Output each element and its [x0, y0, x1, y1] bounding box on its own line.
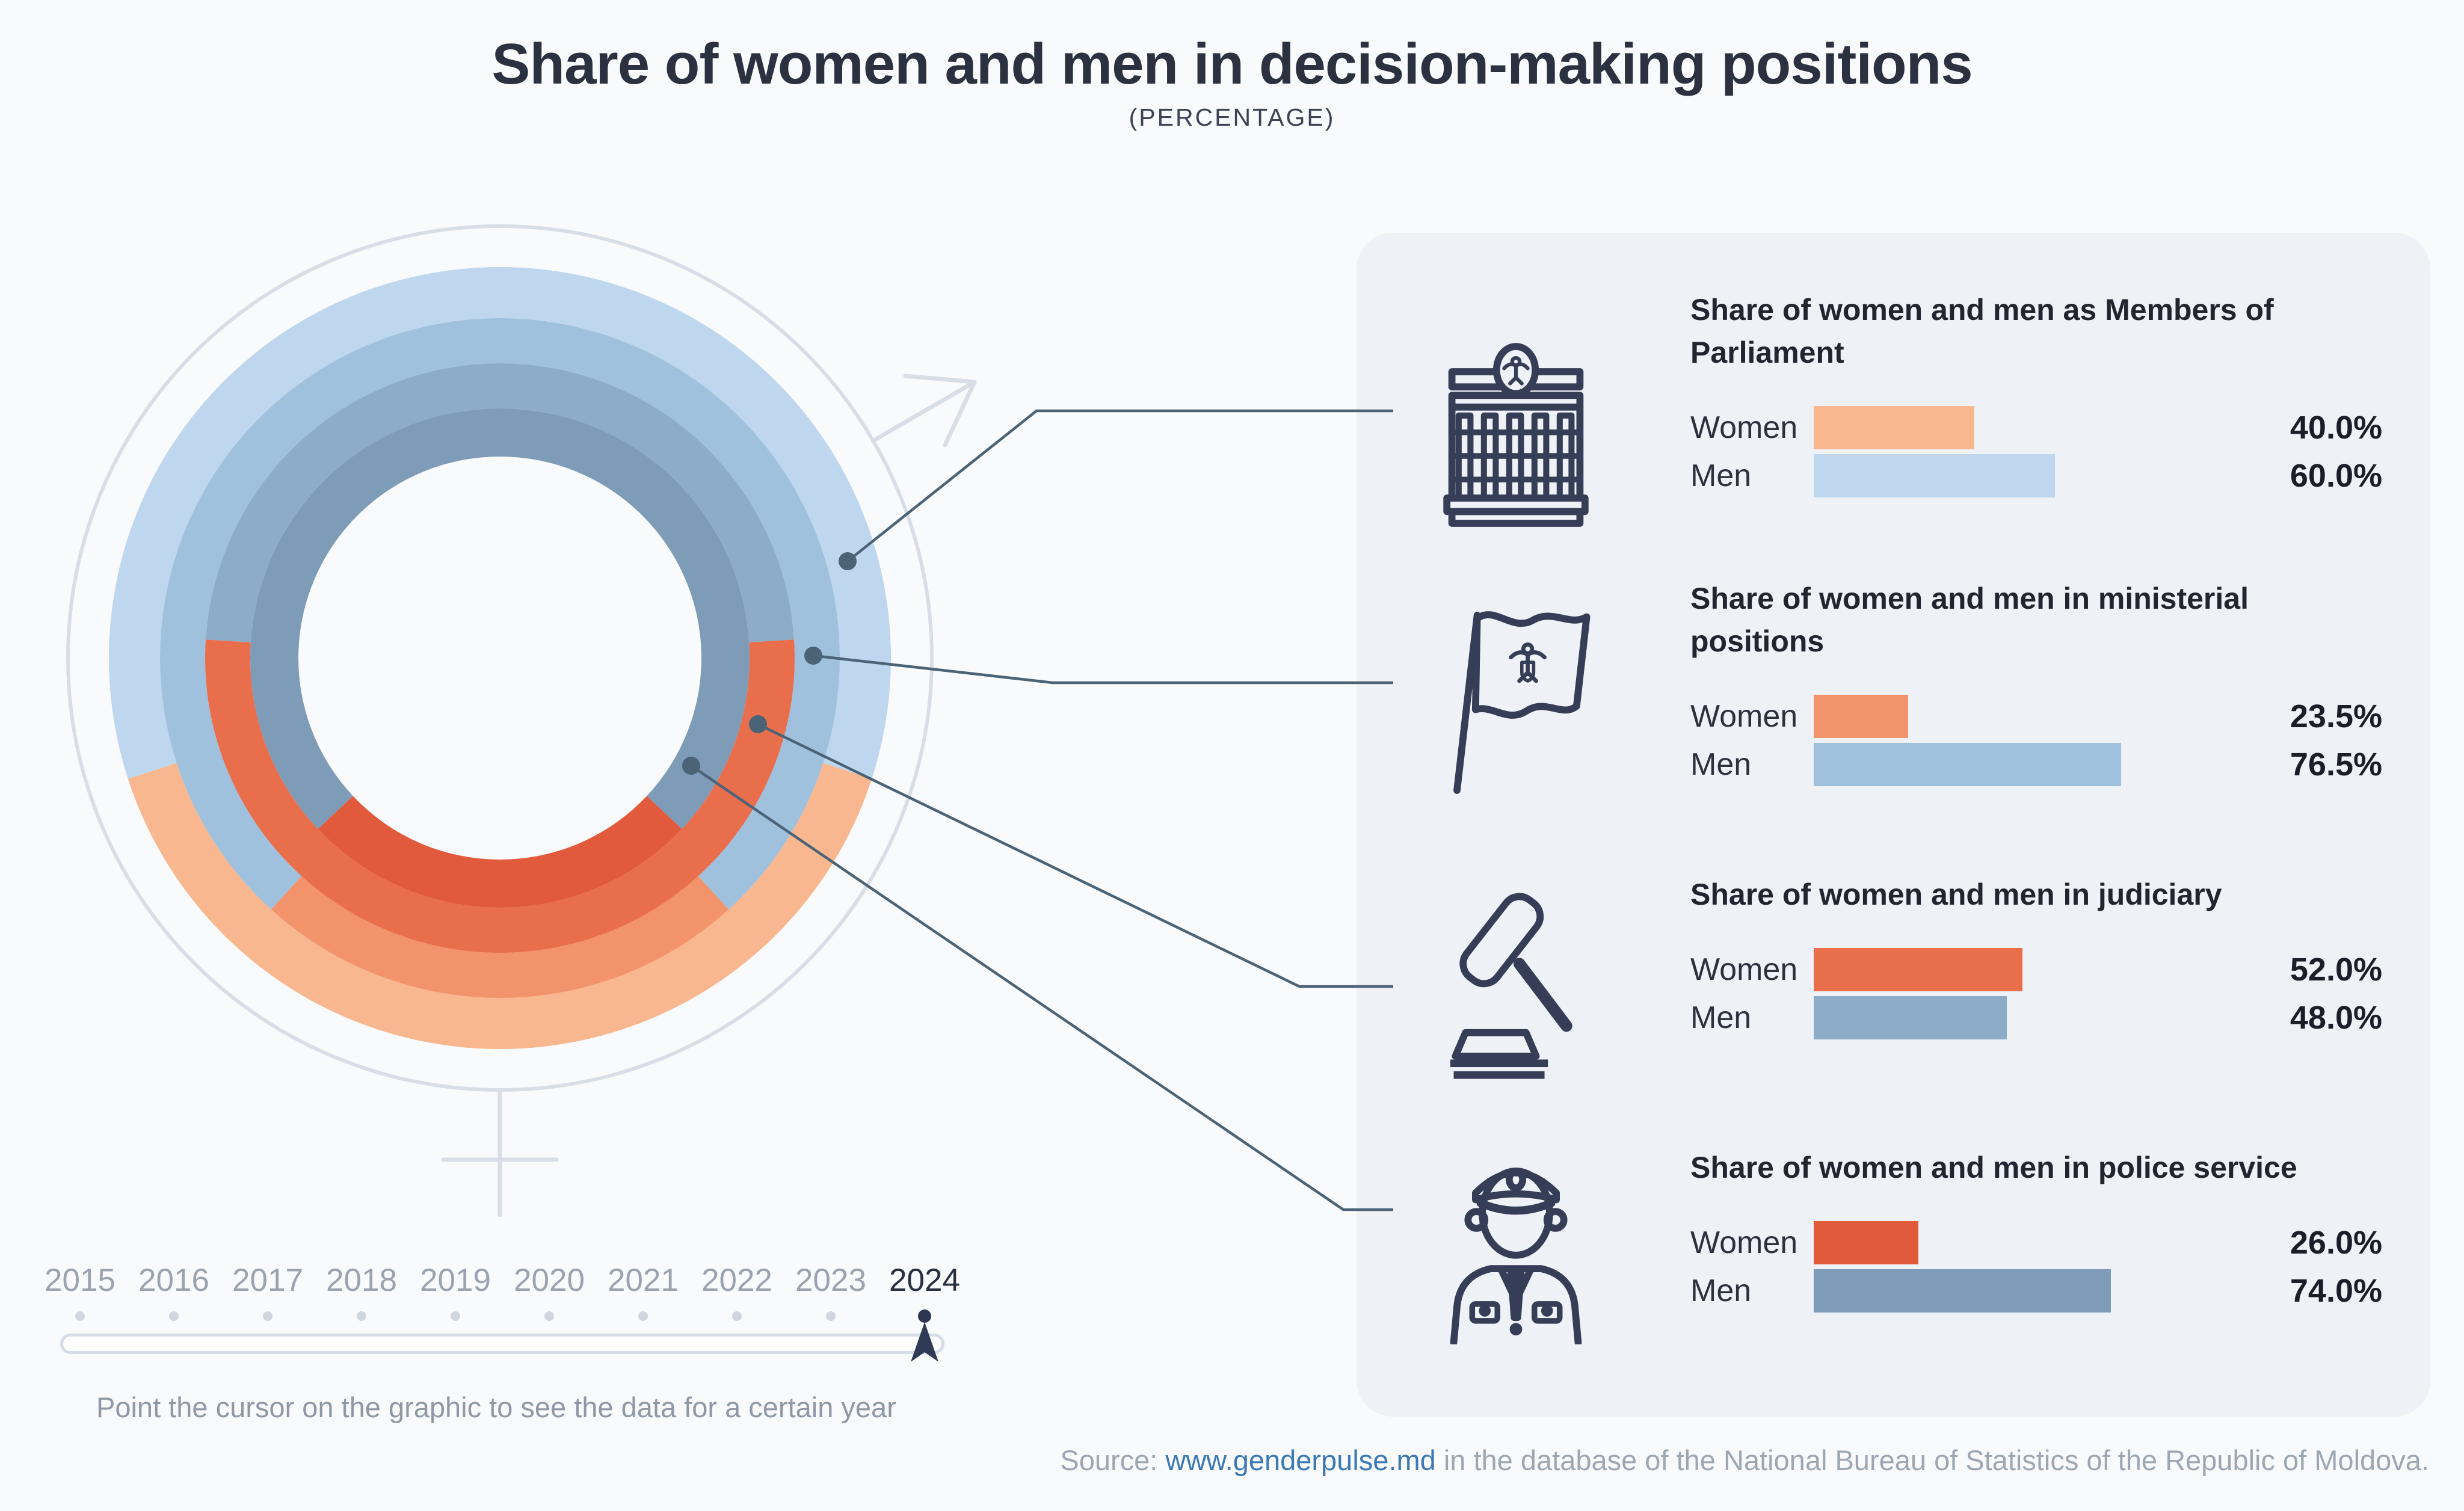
panel-heading: Share of women and men in ministerial po… — [1690, 582, 2249, 658]
timeline-years: 2015 2016 2017 2018 2019 2020 2021 2022 2023 2024 — [0, 1262, 1023, 1304]
men-label: Men — [1690, 1273, 1752, 1308]
men-label: Men — [1690, 747, 1752, 782]
year-dot-2015[interactable] — [75, 1311, 85, 1321]
donut-ring-police-women[interactable] — [318, 796, 682, 908]
callout-dot-ministerial — [804, 647, 822, 665]
women-bar — [1814, 695, 1908, 738]
page-title: Share of women and men in decision-makin… — [491, 32, 1973, 96]
year-dot-2017[interactable] — [263, 1311, 273, 1321]
women-value: 23.5% — [2290, 698, 2382, 734]
callout-line-ministerial — [813, 654, 1393, 685]
women-label: Women — [1690, 410, 1798, 445]
men-row: Men 48.0% — [1690, 996, 2382, 1040]
callout-dot-parliament — [839, 552, 857, 570]
men-row: Men 76.5% — [1690, 742, 2382, 787]
donut-rings[interactable] — [109, 267, 892, 1050]
donut-ring-parliament-women[interactable] — [128, 763, 872, 1050]
donut-ring-judiciary-women[interactable] — [205, 639, 795, 953]
donut-ring-parliament-men[interactable] — [109, 267, 892, 779]
moldova-flag-icon — [1453, 611, 1591, 794]
gavel-icon — [1450, 893, 1572, 1079]
emblem-eagle-icon — [1502, 355, 1530, 386]
gender-symbol-circle — [66, 224, 934, 1092]
panel-heading: Share of women and men in judiciary — [1690, 878, 2222, 911]
year-label-2021[interactable]: 2021 — [608, 1263, 679, 1298]
men-row: Men 74.0% — [1690, 1269, 2382, 1313]
donut-ring-police-men[interactable] — [250, 408, 750, 829]
men-bar — [1814, 454, 2055, 497]
year-label-2022[interactable]: 2022 — [701, 1263, 772, 1298]
women-row: Women 26.0% — [1690, 1220, 2382, 1265]
donut-ring-judiciary-men[interactable] — [205, 363, 795, 642]
year-label-2020[interactable]: 2020 — [514, 1263, 585, 1298]
year-label-2015[interactable]: 2015 — [45, 1263, 116, 1298]
callout-line-parliament — [846, 409, 1393, 562]
panel-block-police: Share of women and men in police service… — [1432, 1125, 2382, 1414]
year-label-2019[interactable]: 2019 — [420, 1263, 491, 1298]
women-value: 40.0% — [2290, 410, 2382, 446]
male-symbol-arrow-icon — [870, 374, 977, 448]
callout-line-police — [690, 765, 1393, 1211]
panel-block-judiciary: Share of women and men in judiciary Wome… — [1432, 854, 2382, 1143]
callout-dot-police — [682, 757, 700, 775]
men-label: Men — [1690, 458, 1752, 493]
women-row: Women 40.0% — [1690, 405, 2382, 450]
women-label: Women — [1690, 952, 1798, 987]
men-bar — [1814, 996, 2007, 1039]
year-dot-2022[interactable] — [732, 1311, 742, 1321]
men-value: 60.0% — [2290, 458, 2382, 494]
women-value: 26.0% — [2290, 1225, 2382, 1261]
women-bar — [1814, 948, 2023, 991]
women-bar — [1814, 406, 1975, 449]
source-text: Source: www.genderpulse.md in the databa… — [1060, 1444, 2429, 1477]
year-dot-2019[interactable] — [451, 1311, 460, 1321]
donut-ring-ministerial-men[interactable] — [160, 318, 840, 909]
police-officer-icon — [1450, 1168, 1582, 1344]
year-dot-2024[interactable] — [918, 1309, 931, 1323]
callout-dot-judiciary — [749, 715, 767, 733]
year-slider-cursor[interactable] — [910, 1322, 940, 1364]
year-slider-track[interactable] — [60, 1334, 944, 1354]
year-dot-2023[interactable] — [826, 1311, 836, 1321]
women-label: Women — [1690, 1225, 1798, 1260]
year-dot-2016[interactable] — [169, 1311, 179, 1321]
men-bar — [1814, 1269, 2111, 1313]
women-value: 52.0% — [2290, 952, 2382, 988]
men-bar — [1814, 743, 2122, 786]
female-symbol-icon — [441, 1088, 559, 1217]
men-value: 76.5% — [2290, 746, 2382, 783]
women-label: Women — [1690, 699, 1798, 734]
source-prefix: Source: — [1060, 1444, 1166, 1476]
men-label: Men — [1690, 1000, 1752, 1035]
year-label-2024[interactable]: 2024 — [889, 1263, 960, 1298]
year-label-2018[interactable]: 2018 — [326, 1263, 397, 1298]
callout-line-judiciary — [757, 722, 1393, 988]
emblem-eagle-icon — [1509, 642, 1547, 683]
page-subtitle: (PERCENTAGE) — [1129, 103, 1335, 131]
source-suffix: in the database of the National Bureau o… — [1435, 1444, 2429, 1476]
year-dot-2018[interactable] — [357, 1311, 366, 1321]
parliament-building-icon — [1443, 343, 1589, 527]
women-row: Women 52.0% — [1690, 947, 2382, 992]
source-link[interactable]: www.genderpulse.md — [1165, 1444, 1436, 1476]
year-dot-2021[interactable] — [638, 1311, 648, 1321]
men-value: 48.0% — [2290, 1000, 2382, 1036]
panel-heading: Share of women and men in police service — [1690, 1151, 2297, 1184]
women-row: Women 23.5% — [1690, 694, 2382, 739]
timeline-dots — [0, 1309, 1023, 1329]
callout-lines — [682, 409, 1393, 1211]
men-value: 74.0% — [2290, 1273, 2382, 1309]
panel-block-parliament: Share of women and men as Members of Par… — [1432, 283, 2382, 571]
women-bar — [1814, 1221, 1918, 1264]
panel-block-ministerial: Share of women and men in ministerial po… — [1432, 571, 2382, 860]
year-label-2017[interactable]: 2017 — [232, 1263, 303, 1298]
donut-ring-ministerial-women[interactable] — [271, 876, 729, 998]
men-row: Men 60.0% — [1690, 454, 2382, 498]
year-label-2016[interactable]: 2016 — [138, 1263, 209, 1298]
year-label-2023[interactable]: 2023 — [795, 1263, 866, 1298]
year-dot-2020[interactable] — [544, 1311, 554, 1321]
instruction-text: Point the cursor on the graphic to see t… — [96, 1391, 896, 1423]
panel-heading: Share of women and men as Members of Par… — [1690, 293, 2274, 369]
